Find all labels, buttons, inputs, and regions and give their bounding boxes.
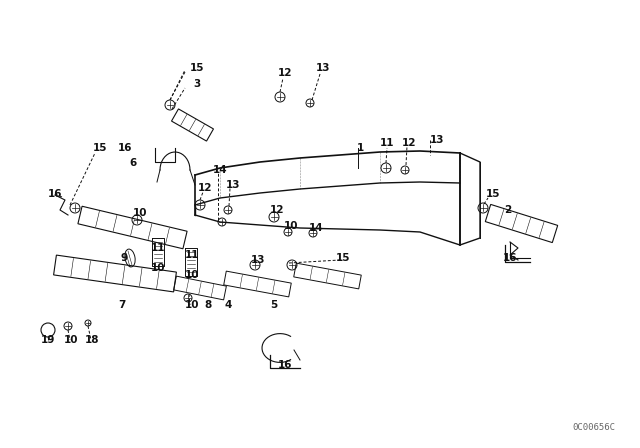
Text: 10: 10 [151, 263, 165, 273]
Text: 13: 13 [429, 135, 444, 145]
Text: 3: 3 [193, 79, 200, 89]
Text: 10: 10 [185, 300, 199, 310]
Text: 0C00656C: 0C00656C [572, 423, 615, 432]
Text: 15: 15 [336, 253, 350, 263]
Text: 18: 18 [84, 335, 99, 345]
Text: 12: 12 [278, 68, 292, 78]
Text: 6: 6 [129, 158, 136, 168]
Text: 10: 10 [185, 270, 199, 280]
Text: 13: 13 [226, 180, 240, 190]
Text: 15: 15 [189, 63, 204, 73]
Text: 10: 10 [284, 221, 298, 231]
Text: 11: 11 [185, 250, 199, 260]
Text: 10: 10 [132, 208, 147, 218]
Text: 7: 7 [118, 300, 125, 310]
Text: 1: 1 [356, 143, 364, 153]
Text: 8: 8 [204, 300, 212, 310]
Text: 13: 13 [316, 63, 330, 73]
Text: 9: 9 [120, 253, 127, 263]
Text: 5: 5 [270, 300, 278, 310]
Text: 10: 10 [64, 335, 78, 345]
Text: 16: 16 [118, 143, 132, 153]
Text: 15: 15 [486, 189, 500, 199]
Text: 14: 14 [308, 223, 323, 233]
Text: 16: 16 [278, 360, 292, 370]
Text: 2: 2 [504, 205, 511, 215]
Text: 11: 11 [380, 138, 394, 148]
Text: 11: 11 [151, 243, 165, 253]
Text: 12: 12 [269, 205, 284, 215]
Text: 16: 16 [503, 253, 517, 263]
Text: 16: 16 [48, 189, 62, 199]
Text: 19: 19 [41, 335, 55, 345]
Text: 13: 13 [251, 255, 265, 265]
Text: 12: 12 [402, 138, 416, 148]
Text: 4: 4 [224, 300, 232, 310]
Text: 14: 14 [212, 165, 227, 175]
Text: 12: 12 [198, 183, 212, 193]
Text: 15: 15 [93, 143, 108, 153]
